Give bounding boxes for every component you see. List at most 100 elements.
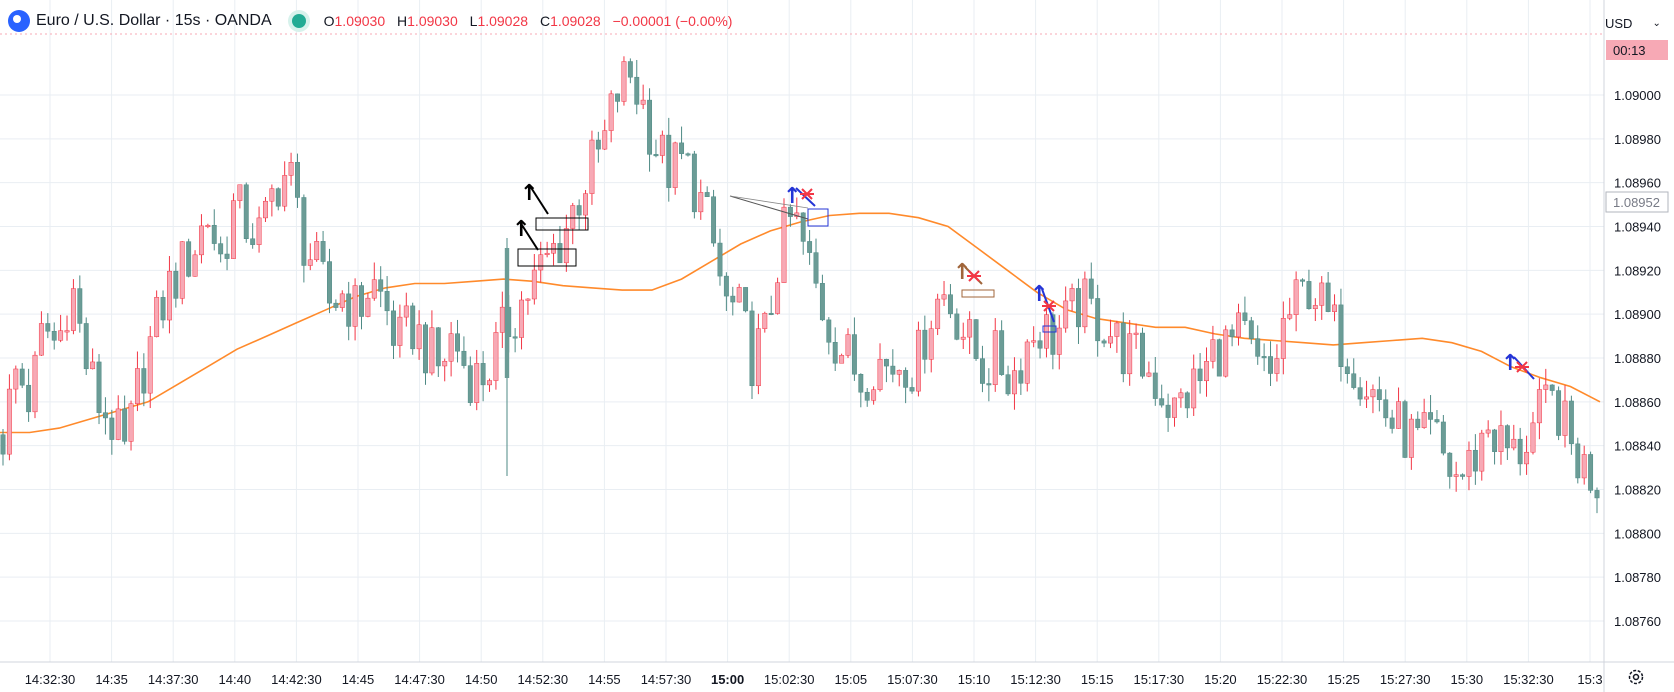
candle <box>1396 387 1402 429</box>
candle-body <box>1517 438 1523 465</box>
trend-stroke[interactable] <box>519 221 539 251</box>
price-marker-badge <box>1605 191 1669 213</box>
candle <box>1504 424 1510 460</box>
currency-selector[interactable]: USD ⌄ <box>1605 12 1667 34</box>
candle <box>154 290 160 338</box>
rectangle-drawing[interactable] <box>535 217 589 231</box>
candle-body <box>1389 417 1395 429</box>
up-arrow-icon[interactable]: ↑ <box>783 184 801 209</box>
candle <box>102 397 108 435</box>
rectangle-drawing[interactable] <box>517 248 577 267</box>
candle <box>1319 276 1325 320</box>
symbol-legend[interactable]: Euro / U.S. Dollar · 15s · OANDA O1.0903… <box>8 9 732 33</box>
trend-line[interactable] <box>729 195 809 220</box>
up-arrow-icon[interactable]: ↑ <box>512 217 530 242</box>
candle <box>186 238 192 278</box>
price-tick-label: 1.08940 <box>1614 220 1661 235</box>
candle-body <box>896 370 902 375</box>
rectangle-drawing[interactable] <box>1042 325 1057 333</box>
candle-body <box>237 184 243 201</box>
up-arrow-icon[interactable]: ↑ <box>953 260 971 285</box>
candle-body <box>1140 332 1145 377</box>
candle-body <box>1114 322 1120 337</box>
candle-body <box>941 294 947 300</box>
candle <box>992 318 998 392</box>
candle-body <box>480 363 486 386</box>
candle-body <box>1504 425 1510 449</box>
candle-body <box>1364 396 1369 400</box>
candle <box>1536 378 1542 440</box>
candle-body <box>1370 389 1376 398</box>
candle <box>1325 272 1331 313</box>
rectangle-drawing[interactable] <box>961 289 995 298</box>
candle-body <box>1575 443 1581 479</box>
candle-body <box>1498 425 1504 452</box>
countdown-label: 00:13 <box>1613 43 1646 58</box>
candle <box>519 291 524 350</box>
time-tick-label: 15:27:30 <box>1380 672 1431 687</box>
candle <box>499 291 505 349</box>
candle-body <box>1511 438 1517 449</box>
candle <box>1127 320 1133 386</box>
candle <box>442 358 448 382</box>
up-arrow-icon[interactable]: ↑ <box>1030 282 1048 307</box>
candle <box>960 322 966 350</box>
high-key: H <box>397 13 408 29</box>
candle-body <box>1152 372 1158 399</box>
time-tick-label: 15:22:30 <box>1257 672 1308 687</box>
candle <box>1242 296 1248 326</box>
cross-marker-icon[interactable] <box>800 188 814 200</box>
candle-body <box>736 287 742 303</box>
candle-body <box>1594 490 1600 499</box>
rectangle-drawing[interactable] <box>807 208 829 227</box>
candle <box>397 304 403 358</box>
trend-line[interactable] <box>729 195 809 209</box>
gear-icon[interactable] <box>1627 668 1645 686</box>
candle-body <box>1479 432 1485 472</box>
candle-body <box>819 283 825 321</box>
candle-body <box>128 403 134 442</box>
time-tick-label: 15:32:30 <box>1503 672 1554 687</box>
candle <box>371 262 377 301</box>
candle <box>653 139 659 158</box>
candle <box>1466 441 1472 491</box>
candle <box>531 254 537 305</box>
candle <box>480 351 486 402</box>
candle <box>359 281 364 330</box>
candle <box>813 238 819 289</box>
market-status-icon[interactable] <box>291 14 306 28</box>
candle <box>263 196 268 223</box>
candle <box>1383 389 1389 427</box>
trend-stroke[interactable] <box>529 185 549 215</box>
up-arrow-icon[interactable]: ↑ <box>520 181 538 206</box>
currency-label: USD <box>1605 15 1633 31</box>
candle <box>999 320 1005 376</box>
cross-marker-icon[interactable] <box>1042 300 1056 312</box>
candle-body <box>1146 372 1152 377</box>
candle-body <box>282 175 288 207</box>
candle-body <box>755 328 761 387</box>
trend-stroke[interactable] <box>795 187 816 207</box>
candle <box>538 241 544 283</box>
candle <box>1511 424 1517 451</box>
candle-body <box>1120 322 1126 375</box>
candle <box>1197 353 1203 394</box>
candle-body <box>615 93 621 102</box>
candle <box>1210 325 1216 369</box>
candle <box>435 327 441 377</box>
candle-body <box>1076 288 1081 328</box>
price-tick-label: 1.08780 <box>1614 570 1661 585</box>
up-arrow-icon[interactable]: ↑ <box>1501 351 1519 376</box>
symbol-title[interactable]: Euro / U.S. Dollar · 15s · OANDA <box>36 12 272 29</box>
candle-body <box>1044 314 1049 349</box>
drawings-layer[interactable]: ↑ ↑ ↑ ↑ ↑ ↑ <box>512 181 1535 380</box>
cross-marker-icon[interactable] <box>967 270 981 282</box>
candle-body <box>275 188 281 207</box>
time-tick-label: 14:57:30 <box>641 672 692 687</box>
candle <box>237 184 243 209</box>
cross-marker-icon[interactable] <box>1515 361 1529 373</box>
candle <box>327 248 332 314</box>
candle <box>243 182 249 243</box>
candle-body <box>90 361 96 370</box>
